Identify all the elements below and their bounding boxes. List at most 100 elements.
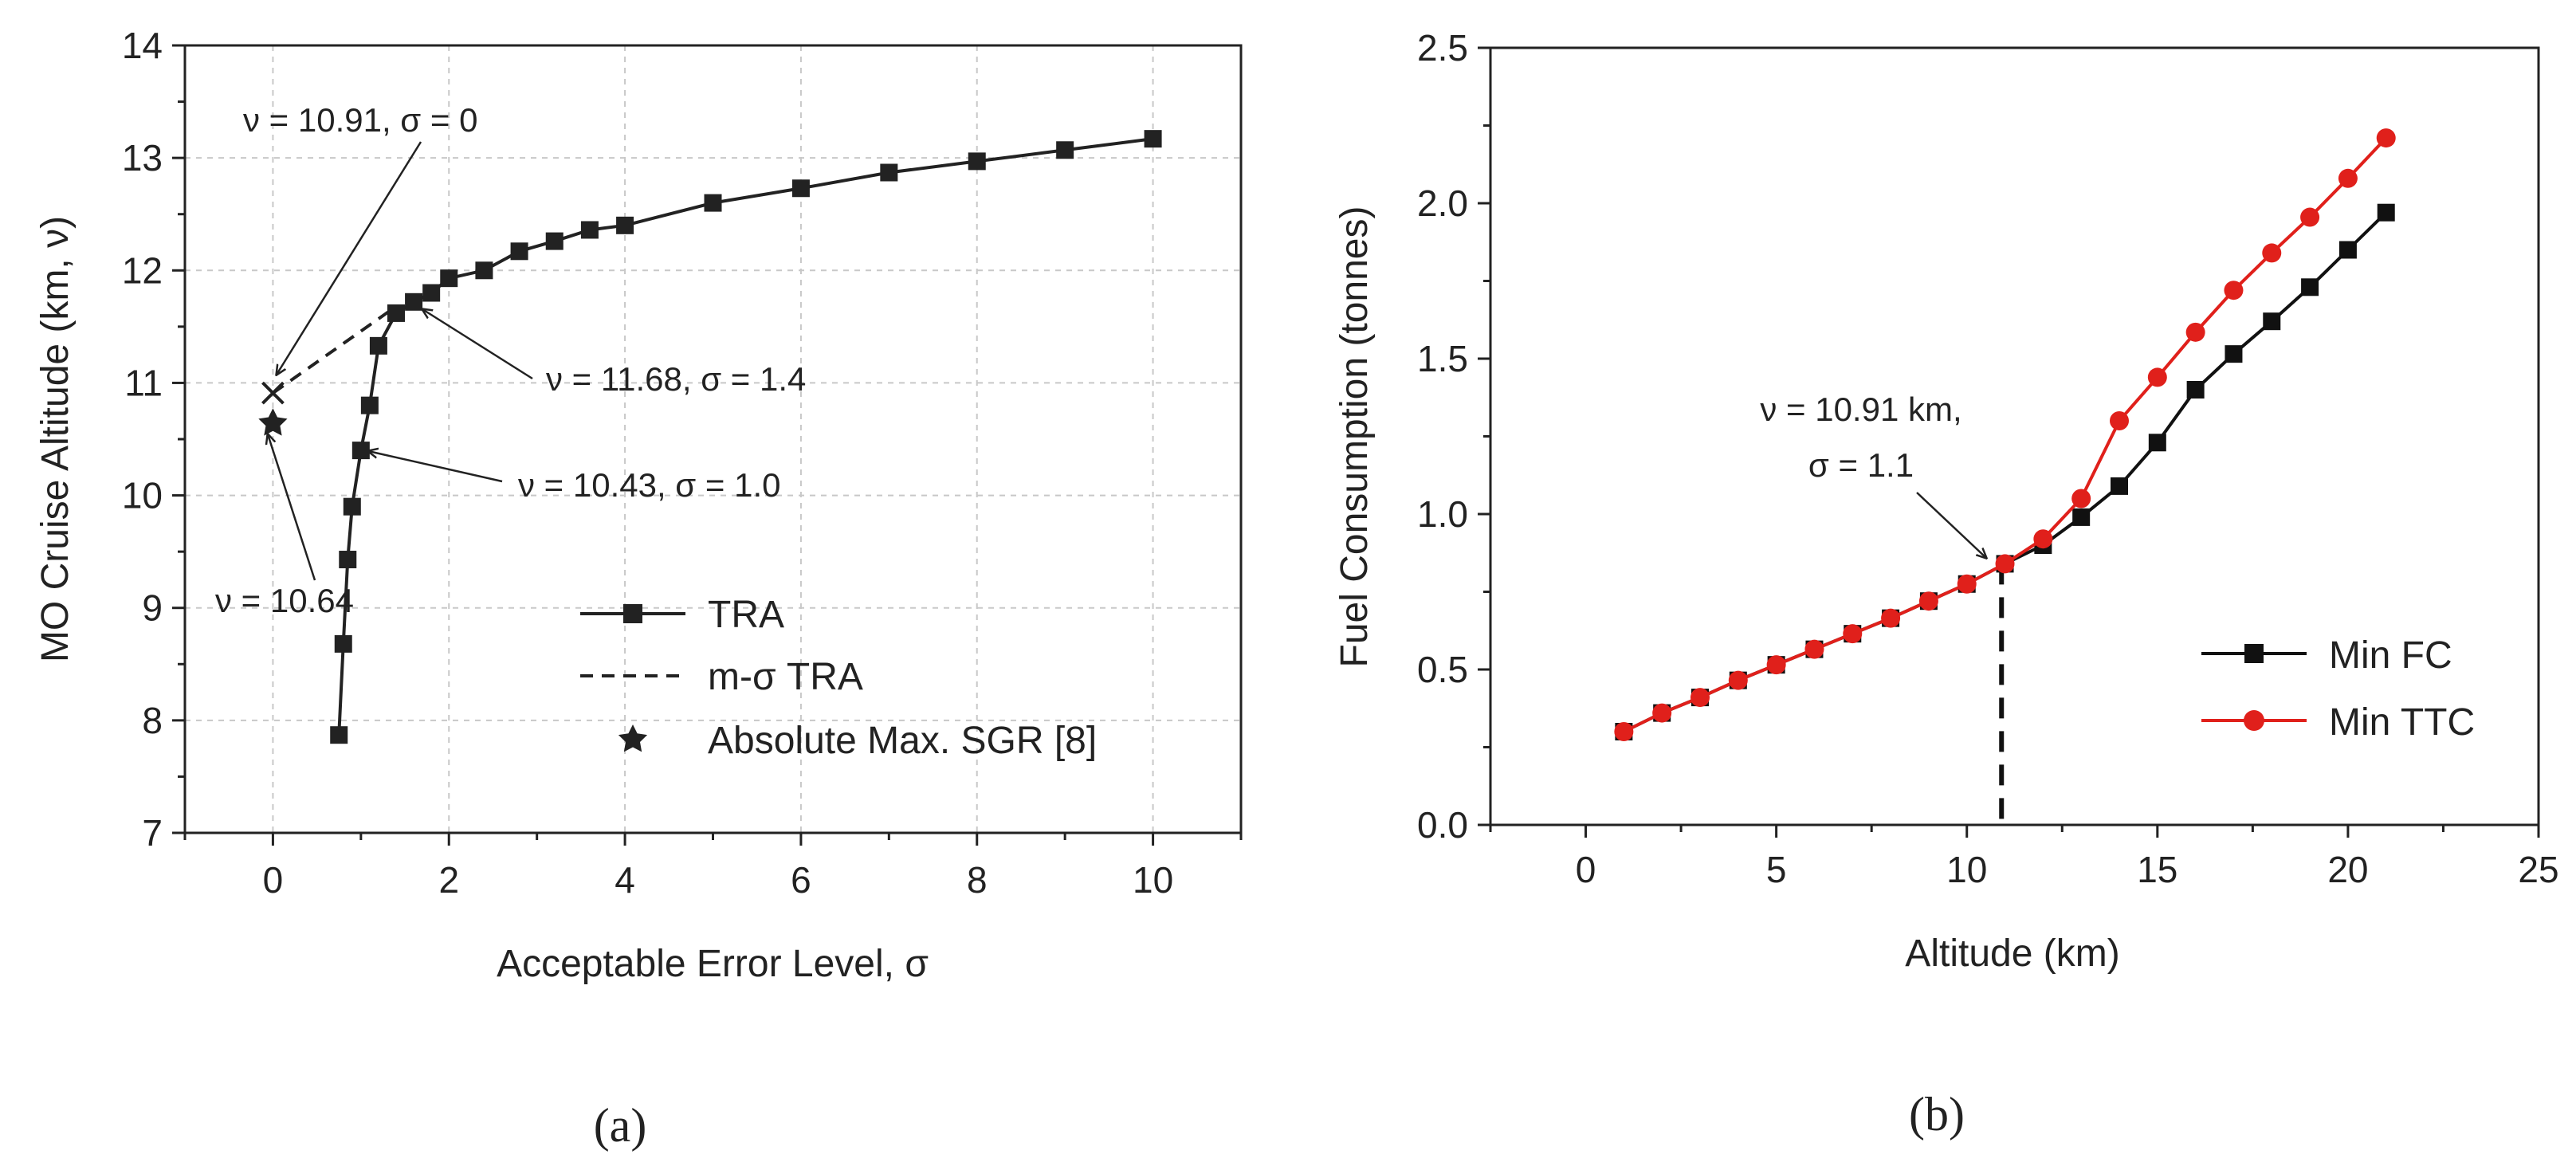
chart-b-axes-ticks: 0 5 10 15 20 25 0.0 0.5 1.0 1.5 2.0 2.5 — [1417, 27, 2559, 890]
chart-b-minttc-point — [1766, 655, 1786, 675]
chart-b-minttc-point — [2262, 243, 2282, 263]
chart-b-ytick-label: 1.0 — [1417, 493, 1468, 535]
chart-b-annotation-arrow — [1916, 492, 1986, 558]
chart-b-minttc-point — [1843, 624, 1863, 644]
chart-b-legend: Min FC Min TTC — [2201, 634, 2475, 744]
chart-a-ylabel: MO Cruise Altitude (km, ν) — [34, 216, 77, 662]
chart-b-minttc-point — [1957, 574, 1977, 594]
chart-b-xtick-label: 15 — [2137, 849, 2177, 890]
chart-a-ytick-label: 9 — [142, 587, 163, 629]
chart-a-tra-point — [360, 396, 379, 414]
chart-a-tra-point — [1056, 141, 1074, 159]
chart-a-xtick-label: 8 — [967, 859, 988, 901]
chart-a-xlabel: Acceptable Error Level, σ — [497, 943, 929, 985]
chart-b-ytick-label: 2.0 — [1417, 183, 1468, 224]
chart-a-annotation-4-arrow — [268, 434, 316, 581]
chart-b-minfc-point — [2338, 241, 2357, 259]
chart-a-tra-point — [387, 304, 405, 322]
chart-a-plot-frame — [183, 44, 1243, 834]
chart-b-minfc-point — [2377, 203, 2395, 222]
chart-a-annotation-2-arrow — [422, 309, 533, 380]
chart-b-annotation-line1: ν = 10.91 km, — [1760, 391, 1961, 428]
chart-b-xtick-label: 10 — [1946, 849, 1987, 890]
chart-a-tra-point — [422, 284, 441, 302]
chart-a-tra-point — [351, 442, 370, 460]
chart-a-tra-point — [405, 292, 423, 311]
legend-a-star-label: Absolute Max. SGR [8] — [708, 720, 1097, 762]
chart-a-tra-point — [704, 194, 722, 212]
chart-b-minttc-point — [1995, 554, 2015, 574]
chart-a-cross-marker — [261, 381, 285, 405]
chart-a-axes-ticks: 0 2 4 6 8 10 7 8 9 10 11 12 13 14 — [122, 25, 1243, 901]
chart-a-annotation-4: ν = 10.64 — [215, 582, 354, 619]
chart-b-minttc-point — [2376, 128, 2396, 148]
chart-a-xtick-label: 2 — [438, 859, 459, 901]
chart-a-annotation-3-arrow — [368, 451, 503, 483]
chart-a-ytick-label: 11 — [124, 362, 163, 403]
chart-b-minttc-point — [2338, 168, 2358, 188]
chart-b-ytick-label: 0.5 — [1417, 649, 1468, 690]
chart-a-ytick-label: 8 — [142, 700, 163, 741]
chart-b-ytick-label: 2.5 — [1417, 27, 1468, 69]
chart-b-minfc-point — [2072, 508, 2091, 526]
chart-b-minttc-point — [1918, 591, 1938, 611]
chart-a-tra-point — [330, 726, 348, 744]
chart-a-tra-point — [475, 261, 493, 280]
chart-a: 0 2 4 6 8 10 7 8 9 10 11 12 13 14 ν = 10.91, σ = 0 ν … — [34, 25, 1243, 1152]
chart-b-xtick-label: 20 — [2327, 849, 2368, 890]
chart-b-minttc-point — [2185, 322, 2205, 342]
chart-a-tra-point — [369, 336, 387, 355]
chart-b-minttc-point — [1652, 703, 1672, 723]
chart-b-ytick-label: 0.0 — [1417, 804, 1468, 846]
legend-b-minttc-label: Min TTC — [2329, 701, 2475, 744]
chart-b-minttc-point — [1690, 688, 1710, 708]
chart-b-series — [1614, 128, 2396, 741]
chart-a-ytick-label: 12 — [122, 249, 163, 291]
legend-a-msigma-label: m-σ TRA — [708, 656, 863, 698]
chart-a-xtick-label: 0 — [263, 859, 284, 901]
chart-b-minfc-point — [2225, 345, 2243, 363]
legend-a-tra-marker — [623, 604, 642, 623]
chart-a-tra-point — [545, 232, 564, 250]
chart-b-minttc-point — [2071, 489, 2091, 508]
chart-a-annotation-1: ν = 10.91, σ = 0 — [243, 101, 477, 139]
chart-b-minfc-point — [2301, 278, 2319, 296]
chart-a-tra-point — [343, 497, 361, 516]
chart-b-annotation-line2: σ = 1.1 — [1808, 446, 1914, 484]
chart-a-tra-point — [791, 179, 810, 198]
chart-b-minfc-point — [2111, 477, 2128, 495]
chart-a-tra-point — [880, 163, 898, 182]
chart-a-tra-point — [580, 221, 599, 239]
chart-b-minfc-point — [2263, 312, 2281, 331]
legend-a-star-marker — [618, 724, 648, 752]
chart-b-minttc-point — [1804, 639, 1824, 659]
legend-b-minttc-marker — [2244, 710, 2264, 731]
chart-b-minttc-point — [1728, 670, 1748, 690]
chart-b-xtick-label: 0 — [1576, 849, 1596, 890]
chart-a-star-point — [258, 408, 288, 436]
chart-a-ytick-label: 7 — [142, 812, 163, 854]
chart-a-annotation-2: ν = 11.68, σ = 1.4 — [546, 360, 806, 398]
chart-b-annotation: ν = 10.91 km, σ = 1.1 — [1760, 391, 1986, 558]
chart-a-annotation-1-arrow — [277, 141, 422, 375]
chart-b-xtick-label: 5 — [1766, 849, 1787, 890]
chart-b-minttc-point — [1614, 722, 1634, 741]
chart-b-xlabel: Altitude (km) — [1905, 932, 2119, 975]
chart-a-tra-point — [510, 242, 528, 261]
chart-a-ytick-label: 10 — [122, 475, 163, 516]
chart-a-tra-line — [337, 137, 1153, 736]
chart-b-minttc-point — [2224, 281, 2244, 300]
chart-a-tra-point — [339, 551, 357, 569]
chart-b-minttc-point — [2110, 411, 2129, 430]
chart-b-xtick-label: 25 — [2518, 849, 2558, 890]
chart-b-ylabel: Fuel Consumption (tonnes) — [1333, 206, 1376, 668]
panel-label-a: (a) — [594, 1099, 647, 1152]
chart-b-minfc-point — [2186, 381, 2205, 399]
chart-a-tra-point — [334, 634, 352, 653]
chart-a-tra-point — [968, 152, 986, 171]
chart-b-minttc-point — [1881, 608, 1901, 628]
chart-b-minttc-point — [2300, 207, 2320, 227]
chart-a-grid — [185, 45, 1241, 834]
chart-a-annotation-3: ν = 10.43, σ = 1.0 — [518, 466, 780, 504]
